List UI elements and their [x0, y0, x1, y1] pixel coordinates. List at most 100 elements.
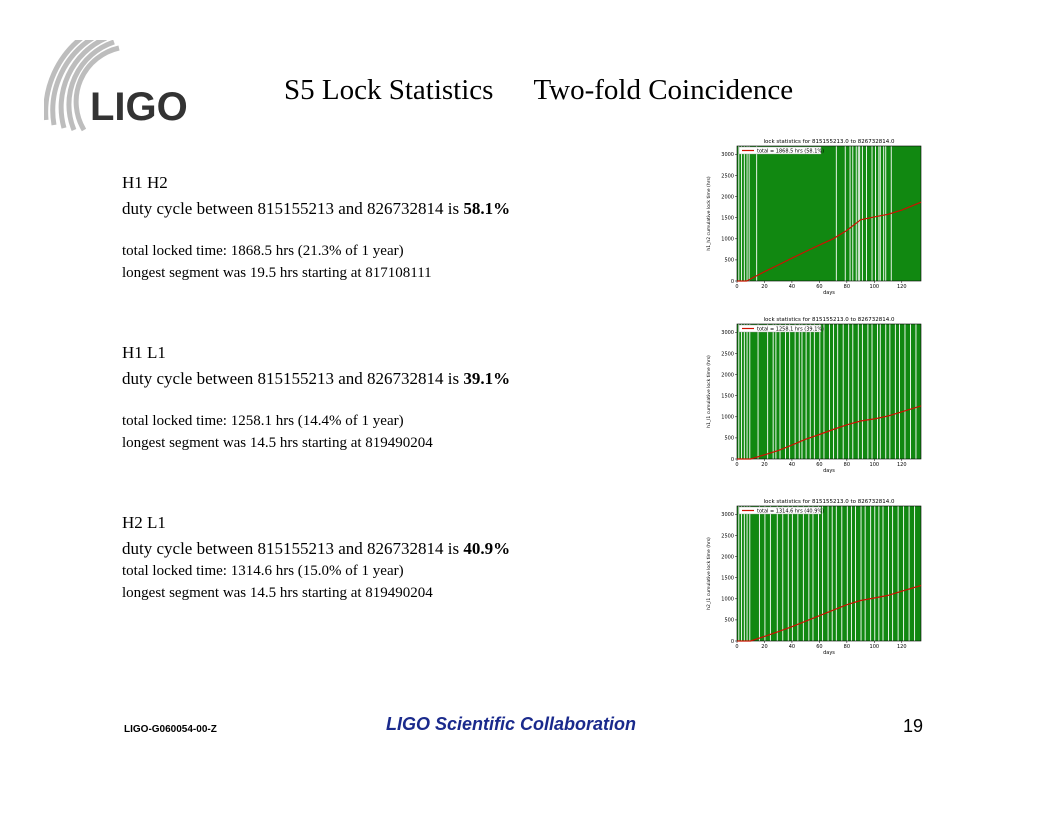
- x-tick-label: 80: [844, 644, 850, 650]
- chart-svg: lock statistics for 815155213.0 to 82673…: [706, 499, 922, 656]
- pair-label: H1 L1: [122, 343, 166, 362]
- lock-gap: [802, 506, 804, 641]
- lock-gap: [888, 506, 889, 641]
- lock-gap: [859, 146, 861, 281]
- lock-gap: [835, 146, 837, 281]
- y-tick-label: 1500: [721, 576, 734, 582]
- lock-gap: [892, 506, 894, 641]
- x-axis-label: days: [823, 290, 835, 296]
- x-tick-label: 0: [735, 462, 738, 468]
- lock-gap: [841, 506, 843, 641]
- lock-gap: [757, 324, 759, 459]
- lock-gap: [852, 324, 854, 459]
- x-axis-label: days: [823, 468, 835, 474]
- title-left: S5 Lock Statistics: [284, 74, 494, 106]
- lock-gap: [849, 146, 851, 281]
- duty-cycle: duty cycle between 815155213 and 8267328…: [122, 368, 510, 390]
- legend-box: [738, 146, 822, 155]
- lock-gap: [885, 324, 887, 459]
- y-tick-label: 0: [731, 639, 734, 645]
- chart-h1-h2: lock statistics for 815155213.0 to 82673…: [703, 136, 923, 296]
- lock-gap: [791, 506, 793, 641]
- total-locked: total locked time: 1868.5 hrs (21.3% of …: [122, 243, 404, 259]
- lock-gap: [767, 324, 769, 459]
- x-tick-label: 60: [816, 462, 822, 468]
- lock-gap: [908, 506, 910, 641]
- logo-text: LIGO: [90, 85, 188, 129]
- x-tick-label: 40: [789, 284, 795, 290]
- cumulative-line: [737, 584, 922, 642]
- lock-gap: [738, 506, 740, 641]
- lock-gap: [801, 324, 803, 459]
- footer-org: LIGO Scientific Collaboration: [386, 714, 637, 734]
- lock-gap: [871, 324, 873, 459]
- lock-gap: [897, 506, 899, 641]
- lock-gap: [738, 146, 740, 281]
- lock-gap: [866, 146, 867, 281]
- y-tick-label: 2500: [721, 173, 734, 179]
- x-tick-label: 100: [870, 644, 880, 650]
- x-tick-label: 120: [897, 462, 907, 468]
- y-tick-label: 3000: [721, 152, 734, 158]
- legend-box: [738, 506, 822, 515]
- lock-gap: [885, 146, 887, 281]
- lock-gap: [882, 506, 884, 641]
- lock-gap: [850, 506, 852, 641]
- footer-doc-id: LIGO-G060054-00-Z: [124, 724, 217, 735]
- y-axis-label: h2_l1 cumulative lock time (hrs): [706, 537, 712, 610]
- lock-gap: [758, 506, 760, 641]
- y-tick-label: 2500: [721, 351, 734, 357]
- lock-gap: [879, 324, 881, 459]
- duty-value: 40.9%: [463, 539, 511, 558]
- lock-gap: [870, 506, 872, 641]
- lock-gap: [829, 324, 830, 459]
- x-tick-label: 0: [735, 284, 738, 290]
- pair-h1-h2: H1 H2 duty cycle between 815155213 and 8…: [122, 172, 510, 284]
- lock-gap: [805, 324, 807, 459]
- pair-label: H2 L1: [122, 513, 166, 532]
- lock-gap: [874, 506, 876, 641]
- y-tick-label: 1000: [721, 415, 734, 421]
- lock-gap: [864, 506, 866, 641]
- chart-title: lock statistics for 815155213.0 to 82673…: [764, 139, 895, 145]
- lock-gap: [910, 324, 911, 459]
- cumulative-line: [737, 201, 922, 282]
- y-tick-label: 2000: [721, 554, 734, 560]
- y-tick-label: 3000: [721, 512, 734, 518]
- x-tick-label: 40: [789, 644, 795, 650]
- lock-gap: [741, 324, 743, 459]
- y-tick-label: 500: [724, 618, 734, 624]
- x-tick-label: 80: [844, 284, 850, 290]
- total-locked: total locked time: 1314.6 hrs (15.0% of …: [122, 563, 404, 579]
- duty-cycle: duty cycle between 815155213 and 8267328…: [122, 198, 510, 220]
- lock-gap: [889, 324, 891, 459]
- lock-gap: [741, 146, 743, 281]
- x-tick-label: 0: [735, 644, 738, 650]
- x-tick-label: 120: [897, 284, 907, 290]
- lock-gap: [878, 146, 880, 281]
- lock-gap: [743, 506, 745, 641]
- lock-gap: [857, 324, 859, 459]
- chart-h1-l1: lock statistics for 815155213.0 to 82673…: [703, 314, 923, 474]
- lock-gap: [797, 506, 799, 641]
- lock-gap: [764, 506, 766, 641]
- lock-gap: [775, 324, 777, 459]
- lock-gap: [769, 506, 771, 641]
- lock-gap: [738, 324, 740, 459]
- lock-gap: [772, 324, 774, 459]
- slide-title: S5 Lock Statistics Two-fold Coincidence: [284, 74, 793, 107]
- lock-gap: [813, 324, 815, 459]
- lock-gap: [915, 324, 917, 459]
- lock-gap: [749, 324, 751, 459]
- lock-gap: [789, 324, 791, 459]
- ligo-logo: LIGO: [43, 33, 204, 140]
- page-number: 19: [903, 716, 924, 736]
- y-axis-label: h1_h2 cumulative lock time (hrs): [706, 176, 712, 250]
- lock-gap: [823, 324, 825, 459]
- plot-frame: [736, 145, 922, 282]
- x-axis-label: days: [823, 650, 835, 656]
- longest-segment: longest segment was 14.5 hrs starting at…: [122, 585, 433, 601]
- lock-gap: [756, 146, 758, 281]
- x-tick-label: 20: [761, 284, 767, 290]
- plot-frame: [736, 505, 922, 642]
